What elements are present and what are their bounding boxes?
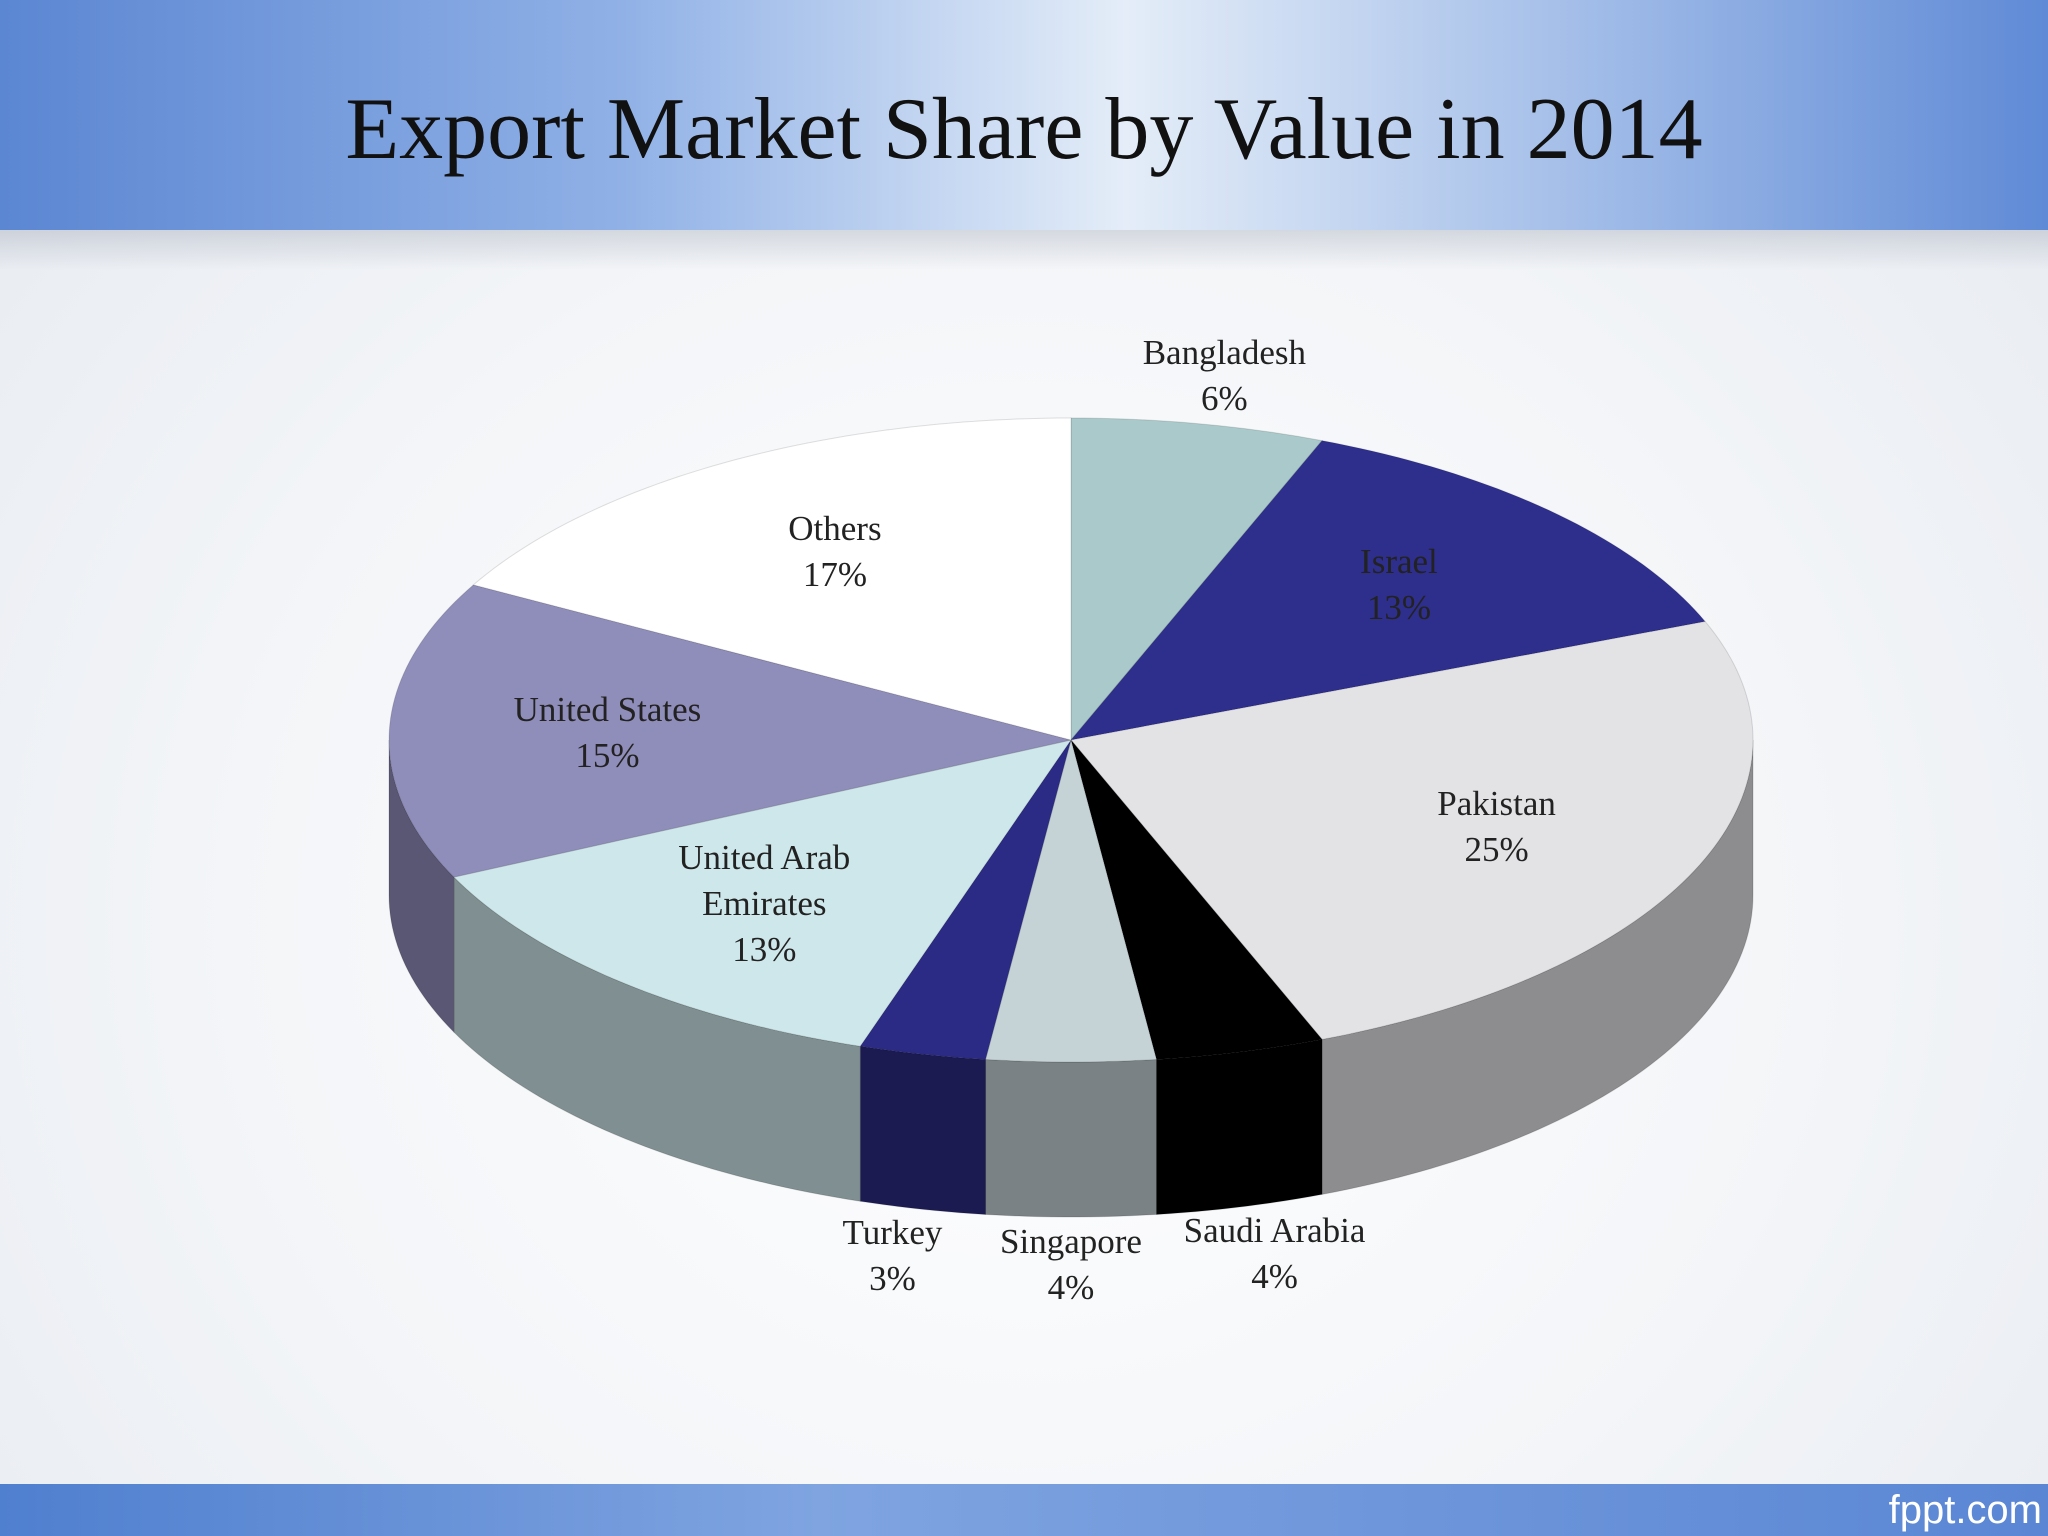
pie-slice: [1070, 417, 1323, 742]
value-label: 17%: [802, 554, 867, 594]
value-label: 4%: [1047, 1268, 1095, 1308]
slice-label: Israel 13%: [1279, 539, 1519, 631]
value-label: 3%: [869, 1259, 916, 1299]
category-label: Pakistan: [1437, 783, 1556, 823]
pie-side: [985, 1058, 1157, 1218]
value-label: 15%: [575, 736, 640, 776]
pie-side: [859, 1045, 987, 1215]
slice-label: Turkey 3%: [772, 1210, 1012, 1302]
value-label: 13%: [732, 930, 797, 970]
category-label: Singapore: [1000, 1222, 1142, 1262]
pie-slice: [472, 417, 1072, 741]
slice-label: Saudi Arabia 4%: [1155, 1208, 1395, 1300]
value-label: 25%: [1464, 829, 1529, 869]
value-label: 4%: [1251, 1256, 1298, 1296]
slide-title: Export Market Share by Value in 2014: [345, 81, 1703, 178]
pie-slice: [1069, 440, 1707, 741]
pie-slice: [1070, 739, 1323, 1060]
pie-slice: [452, 739, 1073, 1047]
slice-label: Bangladesh 6%: [1104, 330, 1344, 422]
category-label: United States: [513, 690, 702, 730]
footer-text: fppt.com: [1888, 1488, 2042, 1532]
slice-label: Singapore 4%: [951, 1219, 1191, 1311]
pie-slice: [984, 738, 1158, 1063]
slice-label: Others 17%: [715, 506, 955, 598]
slice-label: Pakistan 25%: [1377, 781, 1617, 873]
category-label: Turkey: [842, 1213, 943, 1253]
value-label: 6%: [1201, 379, 1248, 419]
category-label: Bangladesh: [1142, 333, 1306, 373]
pie-slice: [859, 739, 1072, 1060]
category-label: Others: [788, 508, 882, 548]
category-label: Saudi Arabia: [1183, 1210, 1366, 1250]
slice-label: United Arab Emirates 13%: [644, 835, 884, 973]
pie-slice: [388, 584, 1072, 878]
footer-band: [0, 1484, 2048, 1536]
value-label: 13%: [1366, 588, 1431, 628]
slice-label: United States 15%: [487, 687, 727, 779]
pie-slice: [1070, 620, 1754, 1040]
header-band: [0, 0, 2048, 230]
pie-side: [1155, 1038, 1323, 1215]
header-shadow: [0, 230, 2048, 270]
category-label: United Arab Emirates: [678, 838, 851, 924]
category-label: Israel: [1360, 542, 1438, 582]
